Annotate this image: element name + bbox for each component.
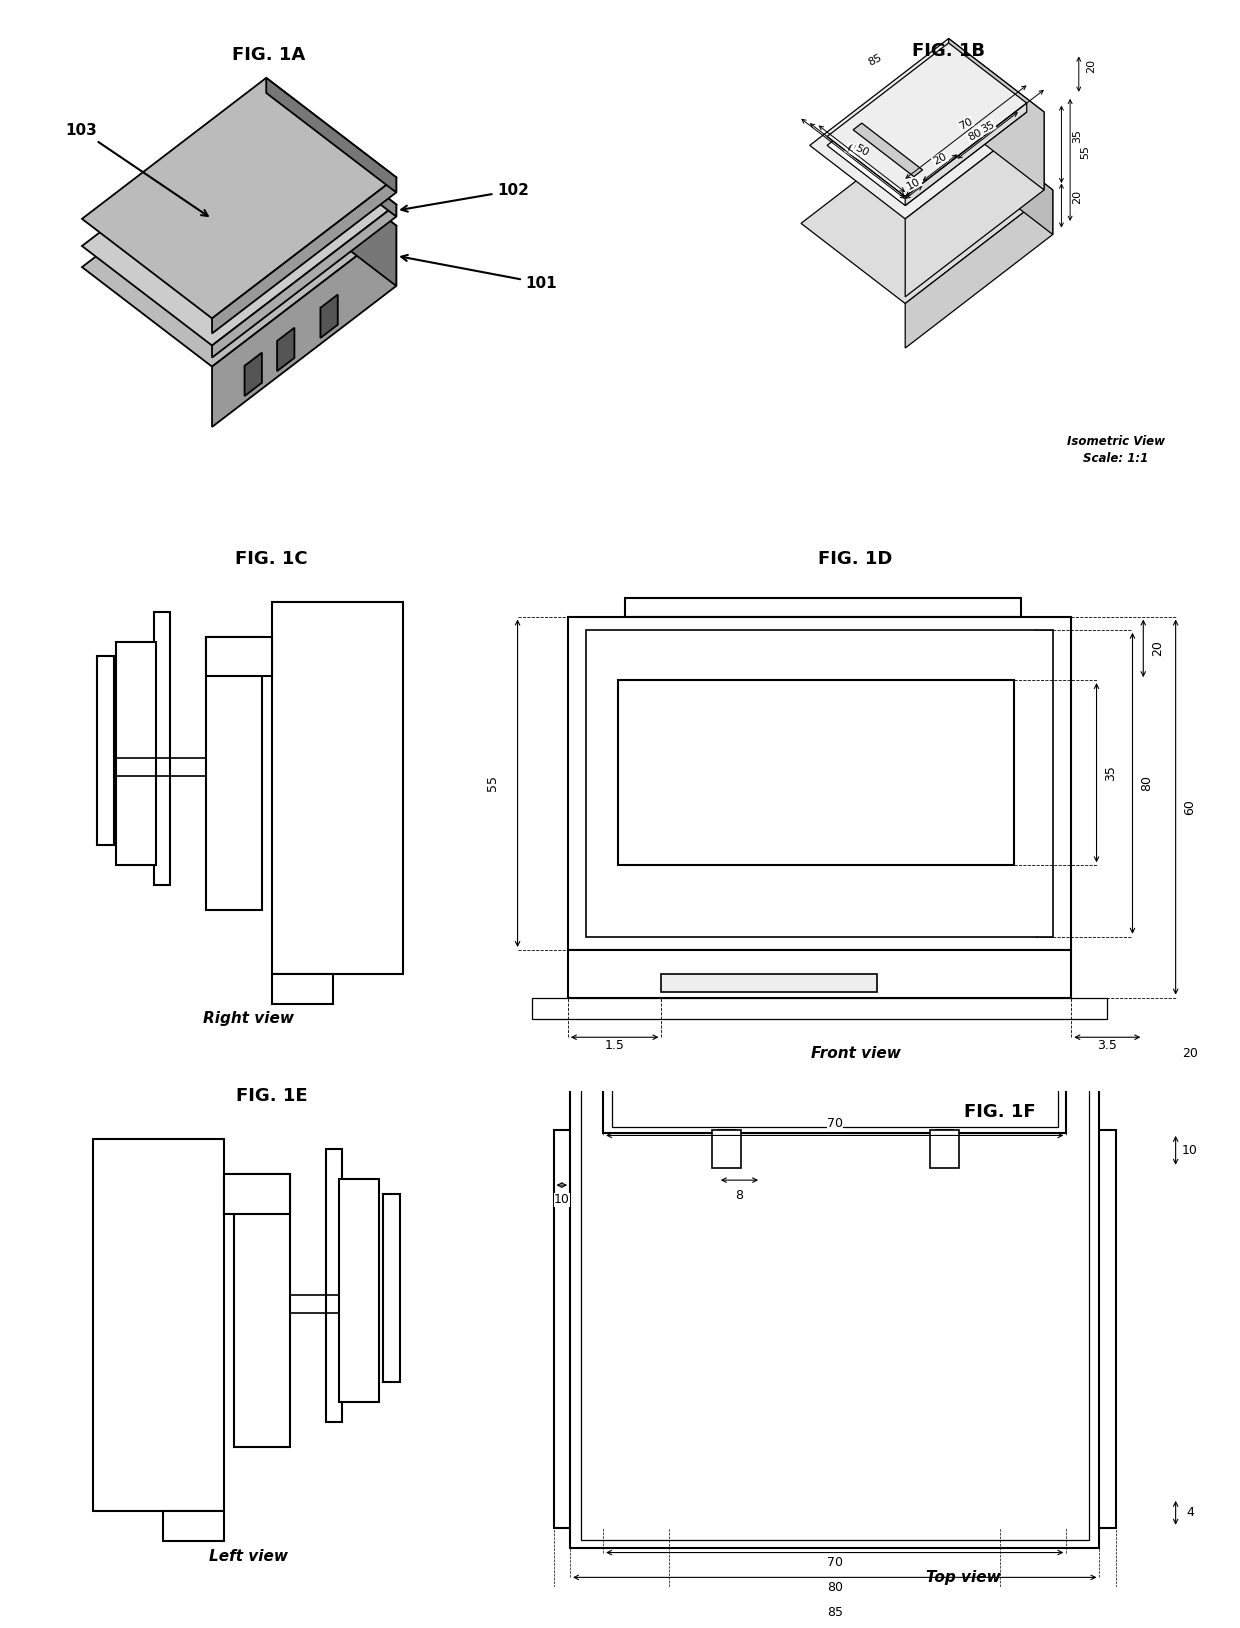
Polygon shape bbox=[277, 327, 294, 371]
Text: 102: 102 bbox=[402, 182, 529, 212]
Text: 55: 55 bbox=[486, 775, 498, 791]
Text: 20: 20 bbox=[1182, 1047, 1198, 1060]
Bar bbox=[117, 641, 156, 864]
Polygon shape bbox=[905, 103, 1027, 205]
Polygon shape bbox=[212, 205, 397, 358]
Text: 35: 35 bbox=[980, 119, 996, 135]
Polygon shape bbox=[320, 295, 337, 339]
Text: FIG. 1D: FIG. 1D bbox=[818, 550, 893, 568]
Text: 80: 80 bbox=[1141, 775, 1153, 791]
Polygon shape bbox=[905, 190, 1053, 348]
Text: 55: 55 bbox=[1080, 145, 1091, 158]
Text: 70: 70 bbox=[827, 1556, 843, 1569]
Text: 60: 60 bbox=[1183, 799, 1197, 816]
Bar bbox=[718, 1130, 735, 1158]
Text: FIG. 1E: FIG. 1E bbox=[236, 1088, 308, 1105]
Bar bbox=[930, 1130, 959, 1167]
Polygon shape bbox=[949, 109, 1053, 234]
Bar bbox=[936, 1130, 954, 1158]
Text: FIG. 1C: FIG. 1C bbox=[236, 550, 308, 568]
Polygon shape bbox=[827, 52, 1027, 205]
Text: Isometric View
Scale: 1:1: Isometric View Scale: 1:1 bbox=[1066, 435, 1166, 466]
Polygon shape bbox=[212, 226, 397, 427]
Bar bbox=[570, 1066, 1100, 1548]
Text: 4: 4 bbox=[1187, 1506, 1194, 1519]
Bar bbox=[625, 597, 1021, 617]
Bar bbox=[224, 1174, 290, 1213]
Text: 20: 20 bbox=[1071, 190, 1083, 204]
Bar bbox=[619, 681, 1014, 866]
Text: 50: 50 bbox=[853, 143, 870, 158]
Bar bbox=[603, 974, 1066, 1133]
Text: 70: 70 bbox=[827, 1117, 843, 1130]
Text: 10: 10 bbox=[905, 176, 923, 192]
Bar bbox=[580, 1073, 1089, 1540]
Text: 80: 80 bbox=[966, 127, 983, 143]
Bar bbox=[383, 1193, 399, 1382]
Bar bbox=[97, 656, 114, 845]
Text: Front view: Front view bbox=[811, 1047, 900, 1061]
Text: 20: 20 bbox=[931, 151, 949, 168]
Polygon shape bbox=[853, 124, 923, 176]
Polygon shape bbox=[949, 39, 1044, 190]
Polygon shape bbox=[905, 112, 1044, 296]
Bar bbox=[272, 602, 403, 974]
Bar bbox=[206, 637, 272, 676]
Polygon shape bbox=[82, 78, 397, 319]
Text: 8: 8 bbox=[735, 1188, 744, 1201]
Text: 10: 10 bbox=[1182, 1144, 1198, 1158]
Bar bbox=[234, 1174, 290, 1447]
Polygon shape bbox=[267, 125, 397, 287]
Bar bbox=[568, 617, 1071, 951]
Text: 85: 85 bbox=[827, 1605, 843, 1618]
Bar bbox=[272, 974, 332, 1004]
Polygon shape bbox=[244, 353, 262, 396]
Text: Top view: Top view bbox=[926, 1569, 1001, 1584]
Polygon shape bbox=[267, 104, 397, 217]
Polygon shape bbox=[223, 254, 288, 316]
Polygon shape bbox=[827, 42, 1027, 197]
Text: 55: 55 bbox=[849, 143, 866, 160]
Text: Left view: Left view bbox=[208, 1548, 288, 1563]
Polygon shape bbox=[157, 217, 288, 316]
Text: 35: 35 bbox=[1071, 129, 1083, 143]
Polygon shape bbox=[801, 109, 1053, 303]
Polygon shape bbox=[82, 125, 397, 366]
Bar bbox=[93, 1140, 224, 1511]
Polygon shape bbox=[82, 104, 397, 345]
Text: 103: 103 bbox=[64, 122, 208, 217]
Bar bbox=[326, 1149, 342, 1423]
Text: 85: 85 bbox=[867, 52, 883, 68]
Text: Right view: Right view bbox=[202, 1011, 294, 1026]
Text: 10: 10 bbox=[554, 1193, 569, 1206]
Polygon shape bbox=[212, 177, 397, 334]
Text: 20: 20 bbox=[1151, 640, 1164, 656]
Text: 60: 60 bbox=[844, 143, 862, 158]
Bar bbox=[611, 980, 1058, 1127]
Text: 1.5: 1.5 bbox=[605, 1039, 625, 1052]
Bar bbox=[568, 951, 1071, 998]
Bar bbox=[339, 1179, 379, 1402]
Text: 20: 20 bbox=[1086, 59, 1096, 73]
Polygon shape bbox=[267, 78, 397, 192]
Bar bbox=[553, 1130, 1116, 1527]
Text: FIG. 1B: FIG. 1B bbox=[913, 42, 985, 60]
Bar bbox=[164, 1511, 224, 1542]
Bar bbox=[712, 1130, 742, 1167]
Polygon shape bbox=[810, 39, 1044, 218]
Text: 70: 70 bbox=[957, 116, 975, 132]
Bar bbox=[154, 612, 170, 886]
Text: 35: 35 bbox=[1105, 765, 1117, 781]
Bar bbox=[585, 630, 1054, 936]
Text: FIG. 1A: FIG. 1A bbox=[232, 47, 306, 65]
Bar bbox=[532, 998, 1107, 1019]
Bar bbox=[206, 637, 262, 910]
Text: FIG. 1F: FIG. 1F bbox=[963, 1104, 1035, 1122]
Text: 80: 80 bbox=[827, 1581, 843, 1594]
Text: 3.5: 3.5 bbox=[1097, 1039, 1117, 1052]
Text: 101: 101 bbox=[402, 256, 558, 291]
Bar bbox=[661, 974, 877, 993]
